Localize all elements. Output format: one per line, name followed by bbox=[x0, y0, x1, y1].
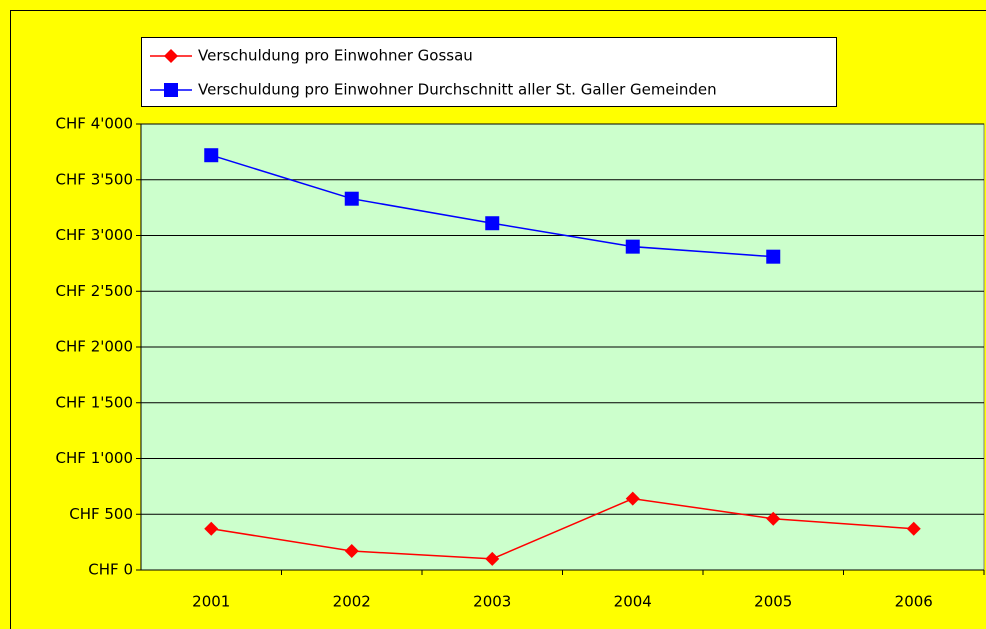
y-tick-label: CHF 4'000 bbox=[56, 115, 133, 133]
data-point bbox=[485, 216, 500, 231]
x-tick-label: 2001 bbox=[192, 593, 230, 611]
legend-box bbox=[141, 37, 837, 107]
data-point bbox=[344, 544, 359, 559]
series-line bbox=[211, 497, 914, 560]
data-point bbox=[204, 521, 219, 536]
x-tick-label: 2002 bbox=[333, 593, 371, 611]
legend-label: Verschuldung pro Einwohner Gossau bbox=[198, 47, 473, 65]
x-tick-label: 2006 bbox=[895, 593, 933, 611]
y-tick-label: CHF 3'000 bbox=[56, 226, 133, 244]
y-tick-label: CHF 3'500 bbox=[56, 170, 133, 188]
y-tick-label: CHF 1'000 bbox=[56, 449, 133, 467]
y-tick-label: CHF 0 bbox=[88, 561, 133, 579]
legend-marker bbox=[164, 49, 178, 63]
data-point bbox=[625, 239, 640, 254]
y-tick-label: CHF 2'500 bbox=[56, 282, 133, 300]
x-tick-label: 2004 bbox=[614, 593, 652, 611]
legend-label: Verschuldung pro Einwohner Durchschnitt … bbox=[198, 81, 717, 99]
data-point bbox=[766, 511, 781, 526]
data-point bbox=[204, 148, 219, 163]
y-tick-label: CHF 2'000 bbox=[56, 338, 133, 356]
data-point bbox=[344, 191, 359, 206]
data-point bbox=[625, 491, 640, 506]
x-tick-label: 2003 bbox=[473, 593, 511, 611]
data-point bbox=[485, 551, 500, 566]
x-tick-label: 2005 bbox=[754, 593, 792, 611]
data-point bbox=[906, 521, 921, 536]
y-tick-label: CHF 1'500 bbox=[56, 393, 133, 411]
legend-marker bbox=[164, 83, 178, 97]
y-tick-label: CHF 500 bbox=[69, 505, 133, 523]
data-point bbox=[766, 249, 781, 264]
